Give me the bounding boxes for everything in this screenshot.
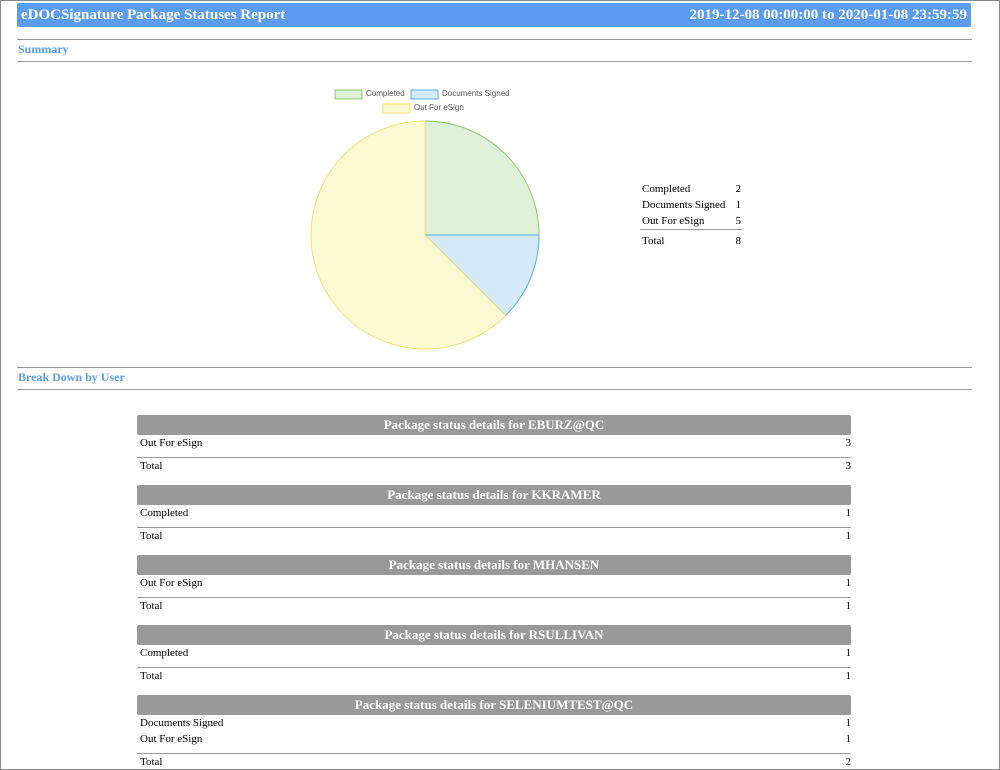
legend-swatch bbox=[410, 89, 439, 100]
section-header: Package status details for MHANSEN bbox=[137, 555, 851, 575]
row-label: Completed bbox=[140, 507, 189, 519]
summary-label: Out For eSign bbox=[642, 215, 705, 227]
section-rule bbox=[137, 667, 851, 668]
section-header: Package status details for EBURZ@QC bbox=[137, 415, 851, 435]
summary-label: Documents Signed bbox=[642, 199, 726, 211]
legend-label: Out For eSign bbox=[414, 103, 464, 112]
legend-swatch bbox=[334, 89, 363, 100]
legend-swatch bbox=[382, 103, 411, 114]
legend-label: Documents Signed bbox=[442, 89, 510, 98]
total-value: 1 bbox=[845, 600, 852, 612]
section-rule bbox=[137, 753, 851, 754]
total-label: Total bbox=[140, 670, 163, 682]
total-value: 1 bbox=[845, 530, 852, 542]
summary-value: 1 bbox=[735, 199, 742, 211]
total-label: Total bbox=[140, 600, 163, 612]
report-range: 2019-12-08 00:00:00 to 2020-01-08 23:59:… bbox=[689, 7, 967, 23]
rule bbox=[17, 61, 972, 62]
summary-rule bbox=[640, 229, 742, 230]
section-rule bbox=[137, 457, 851, 458]
total-value: 2 bbox=[845, 756, 852, 768]
row-label: Out For eSign bbox=[140, 577, 203, 589]
row-label: Completed bbox=[140, 647, 189, 659]
summary-value: 5 bbox=[735, 215, 742, 227]
pie-slice bbox=[424, 120, 540, 236]
row-label: Documents Signed bbox=[140, 717, 224, 729]
row-label: Out For eSign bbox=[140, 733, 203, 745]
total-value: 3 bbox=[845, 460, 852, 472]
total-label: Total bbox=[140, 530, 163, 542]
rule bbox=[17, 367, 972, 368]
row-value: 1 bbox=[845, 577, 852, 589]
row-value: 1 bbox=[845, 507, 852, 519]
row-value: 1 bbox=[845, 733, 852, 745]
rule bbox=[17, 389, 972, 390]
breakdown-heading: Break Down by User bbox=[18, 370, 125, 384]
summary-total-label: Total bbox=[642, 235, 665, 247]
total-label: Total bbox=[140, 460, 163, 472]
pie-slice bbox=[423, 234, 540, 317]
header-bar: eDOCSignature Package Statuses Report 20… bbox=[17, 3, 971, 27]
section-header: Package status details for RSULLIVAN bbox=[137, 625, 851, 645]
summary-heading: Summary bbox=[18, 42, 69, 56]
row-value: 1 bbox=[845, 647, 852, 659]
report-title: eDOCSignature Package Statuses Report bbox=[21, 7, 286, 23]
summary-label: Completed bbox=[642, 183, 691, 195]
row-value: 3 bbox=[845, 437, 852, 449]
total-label: Total bbox=[140, 756, 163, 768]
section-header: Package status details for SELENIUMTEST@… bbox=[137, 695, 851, 715]
total-value: 1 bbox=[845, 670, 852, 682]
row-value: 1 bbox=[845, 717, 852, 729]
summary-value: 2 bbox=[735, 183, 742, 195]
pie-slice bbox=[310, 120, 507, 350]
section-header: Package status details for KKRAMER bbox=[137, 485, 851, 505]
section-rule bbox=[137, 597, 851, 598]
row-label: Out For eSign bbox=[140, 437, 203, 449]
pie-chart: Completed Documents Signed Out For eSign bbox=[310, 89, 540, 350]
rule bbox=[17, 39, 972, 40]
section-rule bbox=[137, 527, 851, 528]
legend-label: Completed bbox=[366, 89, 405, 98]
summary-total: 8 bbox=[735, 235, 742, 247]
